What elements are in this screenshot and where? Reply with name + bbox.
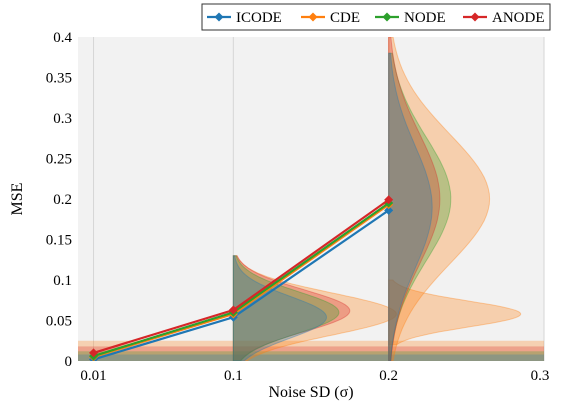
y-tick-label: 0.35	[46, 71, 72, 87]
point-icode	[384, 205, 394, 215]
legend-label: CDE	[330, 10, 360, 26]
distribution-anode	[232, 255, 351, 361]
legend-marker	[470, 12, 480, 22]
legend-label: ANODE	[492, 10, 545, 26]
distribution-anode	[388, 37, 441, 361]
y-tick-label: 0.25	[46, 152, 72, 168]
legend-label: NODE	[404, 10, 446, 26]
distribution-cde	[388, 279, 522, 346]
series-lines	[89, 195, 394, 361]
distribution-node	[388, 52, 452, 361]
legend-entry-cde: CDE	[301, 10, 360, 26]
plot-background	[78, 37, 544, 361]
legend-entry-icode: ICODE	[207, 10, 282, 26]
point-anode	[228, 305, 238, 315]
y-axis-label: MSE	[9, 183, 26, 216]
y-tick-label: 0.05	[46, 314, 72, 330]
baseline-band-node	[78, 351, 544, 361]
distribution-cde	[388, 37, 491, 361]
y-tick-label: 0.4	[53, 30, 72, 46]
x-tick-label: 0.3	[531, 368, 550, 384]
legend-marker	[214, 12, 224, 22]
baseline-band-anode	[78, 346, 544, 361]
y-tick-label: 0	[65, 354, 73, 370]
distribution-icode	[232, 255, 328, 361]
distribution-node	[232, 255, 340, 361]
x-tick-label: 0.1	[224, 368, 243, 384]
legend-entry-node: NODE	[375, 10, 446, 26]
legend-marker	[382, 12, 392, 22]
point-anode	[384, 195, 394, 205]
y-tick-label: 0.15	[46, 233, 72, 249]
y-tick-label: 0.3	[53, 111, 72, 127]
y-axis-ticks: 0 0.05 0.1 0.15 0.2 0.25 0.3 0.35 0.4	[46, 30, 73, 370]
x-tick-label: 0.2	[379, 368, 398, 384]
point-anode	[89, 348, 99, 358]
legend-entry-anode: ANODE	[463, 10, 545, 26]
distribution-layer	[78, 37, 544, 361]
y-tick-label: 0.2	[53, 192, 72, 208]
x-axis-ticks: 0.01 0.1 0.2 0.3	[80, 368, 549, 384]
legend-label: ICODE	[236, 10, 282, 26]
baseline-band-cde	[78, 340, 544, 361]
y-tick-label: 0.1	[53, 273, 72, 289]
legend: ICODE CDE NODE ANODE	[201, 3, 551, 31]
x-tick-label: 0.01	[80, 368, 106, 384]
x-axis-label: Noise SD (σ)	[268, 384, 353, 401]
distribution-icode	[388, 52, 433, 361]
legend-marker	[308, 12, 318, 22]
baseline-band-icode	[78, 354, 544, 361]
